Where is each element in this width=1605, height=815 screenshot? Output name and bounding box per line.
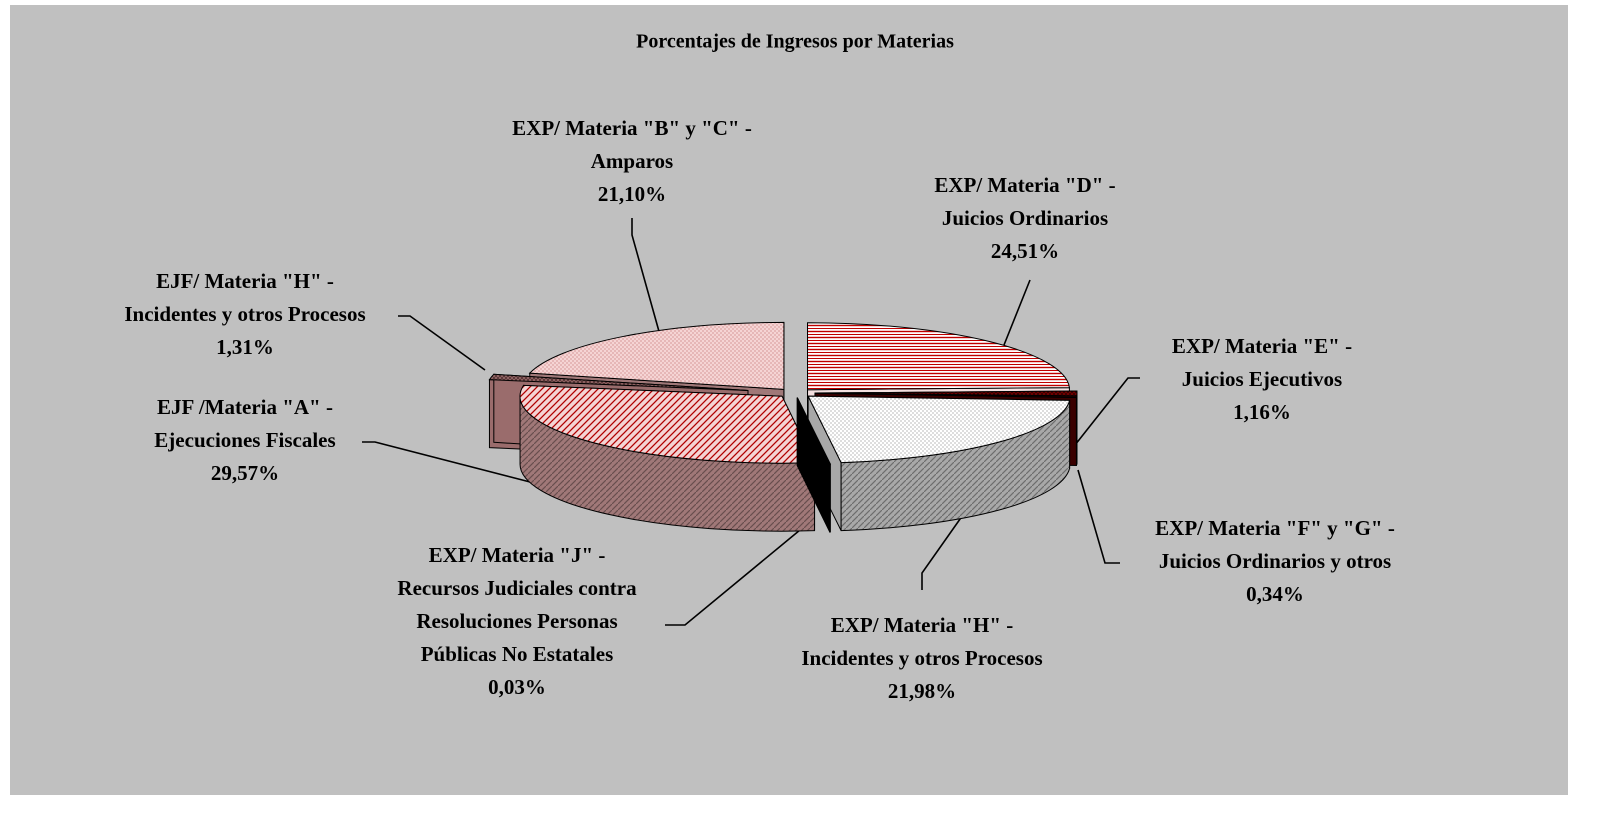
leader-lines <box>362 218 1140 626</box>
slice-label: Amparos <box>591 149 673 173</box>
pie <box>488 321 1078 533</box>
value-label: 21,10% <box>598 182 666 206</box>
slice-top <box>807 322 1070 391</box>
slice-label: EJF /Materia "A" - <box>157 395 333 419</box>
slice-top <box>796 397 832 465</box>
slice-label: Ejecuciones Fiscales <box>154 428 335 452</box>
slice-label: EXP/ Materia "D" - <box>934 173 1115 197</box>
slice-label: Juicios Ejecutivos <box>1182 367 1342 391</box>
value-label: 29,57% <box>211 461 279 485</box>
slice-label: Incidentes y otros Procesos <box>801 646 1042 670</box>
slice-label: EJF/ Materia "H" - <box>156 269 334 293</box>
slice <box>796 397 832 533</box>
slice-label: Resoluciones Personas <box>416 609 617 633</box>
chart-title: Porcentajes de Ingresos por Materias <box>636 31 954 53</box>
value-label: 0,03% <box>488 675 546 699</box>
slice-top <box>814 392 1078 399</box>
slice-label: Juicios Ordinarios <box>942 206 1108 230</box>
value-label: 21,98% <box>888 679 956 703</box>
value-label: 1,31% <box>216 335 274 359</box>
value-label: 0,34% <box>1246 582 1304 606</box>
slice-top <box>807 395 1071 464</box>
slice <box>807 395 1071 532</box>
slice-label: Públicas No Estatales <box>421 642 614 666</box>
slice-label: EXP/ Materia "B" y "C" - <box>512 116 752 140</box>
slice-label: EXP/ Materia "F" y "G" - <box>1155 516 1395 540</box>
slice-top <box>488 373 749 392</box>
plot-background <box>10 5 1568 795</box>
slice-label: Juicios Ordinarios y otros <box>1159 549 1391 573</box>
value-label: 1,16% <box>1233 400 1291 424</box>
slice <box>519 384 816 532</box>
slice-side-texture <box>841 400 1070 531</box>
slice-label: EXP/ Materia "E" - <box>1172 334 1352 358</box>
value-label: 24,51% <box>991 239 1059 263</box>
slice-top <box>528 321 785 390</box>
slice-top <box>519 384 816 464</box>
slice-label: EXP/ Materia "H" - <box>831 613 1014 637</box>
slice-label: Incidentes y otros Procesos <box>124 302 365 326</box>
slice-label: Recursos Judiciales contra <box>397 576 637 600</box>
slice-side-texture <box>520 396 815 532</box>
slice-label: EXP/ Materia "J" - <box>429 543 606 567</box>
